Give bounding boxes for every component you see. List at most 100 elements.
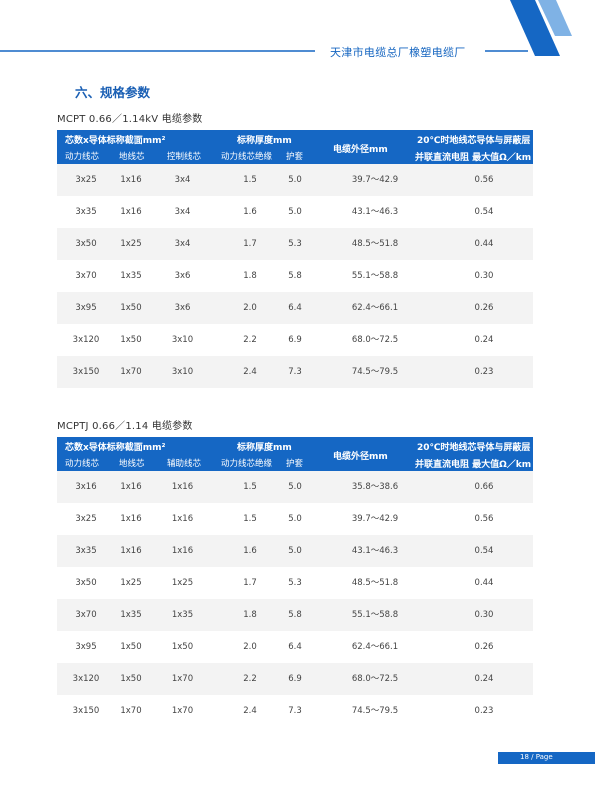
cell-ground-core: 1x50 [120,335,142,345]
cell-sheath: 6.9 [288,335,302,345]
table-header: 芯数x导体标称截面mm² 动力线芯 地线芯 控制线芯 标称厚度mm 动力线芯绝缘… [57,130,533,164]
table-header: 芯数x导体标称截面mm² 动力线芯 地线芯 辅助线芯 标称厚度mm 动力线芯绝缘… [57,437,533,471]
spec-table-mcptj: 芯数x导体标称截面mm² 动力线芯 地线芯 辅助线芯 标称厚度mm 动力线芯绝缘… [57,437,533,727]
header-insulation: 动力线芯绝缘 [221,459,273,469]
cell-resistance: 0.23 [474,706,494,716]
cell-sheath: 5.0 [288,514,302,524]
header-nominal-thickness: 标称厚度mm [237,136,292,146]
cell-outer-diameter: 68.0～72.5 [351,335,399,345]
cell-control-core: 3x4 [174,175,191,185]
cell-insulation: 1.5 [243,514,257,524]
header-nominal-thickness: 标称厚度mm [237,443,292,453]
cell-auxiliary-core: 1x25 [171,578,194,588]
cell-outer-diameter: 39.7～42.9 [351,514,399,524]
cell-ground-core: 1x16 [120,514,142,524]
cell-insulation: 2.0 [243,642,257,652]
header-ground-core: 地线芯 [119,152,145,162]
cell-ground-core: 1x35 [120,610,142,620]
cell-insulation: 1.8 [243,271,257,281]
cell-insulation: 1.7 [243,239,257,249]
cell-power-core: 3x150 [72,706,100,716]
table-row: 3x50 1x25 1x25 1.7 5.3 48.5～51.8 0.44 [57,567,533,599]
header-decoration [0,0,572,56]
cell-power-core: 3x50 [75,239,97,249]
cell-sheath: 7.3 [288,367,302,377]
cell-insulation: 1.7 [243,578,257,588]
header-core-section: 芯数x导体标称截面mm² [65,443,166,453]
cell-power-core: 3x120 [72,335,100,345]
table-row: 3x150 1x70 1x70 2.4 7.3 74.5～79.5 0.23 [57,695,533,727]
cell-outer-diameter: 74.5～79.5 [351,706,399,716]
cell-sheath: 6.9 [288,674,302,684]
table-row: 3x35 1x16 3x4 1.6 5.0 43.1～46.3 0.54 [57,196,533,228]
corner-stripe-dark [510,0,560,56]
cell-control-core: 3x6 [174,303,191,313]
cell-auxiliary-core: 1x16 [171,482,194,492]
header-insulation: 动力线芯绝缘 [221,152,273,162]
cell-control-core: 3x10 [171,335,194,345]
cell-ground-core: 1x16 [120,482,142,492]
table-row: 3x25 1x16 1x16 1.5 5.0 39.7～42.9 0.56 [57,503,533,535]
table-row: 3x70 1x35 1x35 1.8 5.8 55.1～58.8 0.30 [57,599,533,631]
table-row: 3x25 1x16 3x4 1.5 5.0 39.7～42.9 0.56 [57,164,533,196]
cell-power-core: 3x70 [75,271,97,281]
cell-resistance: 0.44 [474,239,494,249]
cell-sheath: 5.3 [288,239,302,249]
header-outer-diameter: 电缆外径mm [333,145,388,155]
cell-insulation: 1.8 [243,610,257,620]
header-resistance-line1: 20℃时地线芯导体与屏蔽层 [417,136,531,146]
cell-outer-diameter: 62.4～66.1 [351,303,399,313]
table-body: 3x25 1x16 3x4 1.5 5.0 39.7～42.9 0.56 3x3… [57,164,533,388]
cell-ground-core: 1x70 [120,706,142,716]
cell-resistance: 0.30 [474,610,494,620]
cell-ground-core: 1x16 [120,207,142,217]
cell-sheath: 6.4 [288,303,302,313]
cell-resistance: 0.56 [474,514,494,524]
cell-resistance: 0.66 [474,482,494,492]
cell-outer-diameter: 62.4～66.1 [351,642,399,652]
cell-sheath: 5.8 [288,610,302,620]
cell-outer-diameter: 55.1～58.8 [351,271,399,281]
header-sheath: 护套 [286,459,304,469]
table-row: 3x120 1x50 1x70 2.2 6.9 68.0～72.5 0.24 [57,663,533,695]
cell-auxiliary-core: 1x16 [171,546,194,556]
cell-sheath: 7.3 [288,706,302,716]
cell-control-core: 3x6 [174,271,191,281]
cell-resistance: 0.24 [474,335,494,345]
section-title: 六、规格参数 [75,85,151,100]
table-caption-mcpt: MCPT 0.66／1.14kV 电缆参数 [57,114,203,125]
header-power-core: 动力线芯 [65,152,100,162]
cell-resistance: 0.30 [474,271,494,281]
cell-resistance: 0.54 [474,207,494,217]
cell-power-core: 3x50 [75,578,97,588]
cell-outer-diameter: 68.0～72.5 [351,674,399,684]
table-row: 3x70 1x35 3x6 1.8 5.8 55.1～58.8 0.30 [57,260,533,292]
cell-sheath: 5.0 [288,546,302,556]
cell-sheath: 5.0 [288,482,302,492]
table-body: 3x16 1x16 1x16 1.5 5.0 35.8～38.6 0.66 3x… [57,471,533,727]
cell-sheath: 5.0 [288,175,302,185]
page-number: 18 / Page [520,753,553,761]
cell-resistance: 0.54 [474,546,494,556]
cell-resistance: 0.56 [474,175,494,185]
cell-control-core: 3x4 [174,207,191,217]
cell-auxiliary-core: 1x16 [171,514,194,524]
table-row: 3x16 1x16 1x16 1.5 5.0 35.8～38.6 0.66 [57,471,533,503]
header-outer-diameter: 电缆外径mm [333,452,388,462]
cell-ground-core: 1x50 [120,303,142,313]
cell-insulation: 2.4 [243,706,257,716]
cell-power-core: 3x16 [75,482,97,492]
table-row: 3x95 1x50 1x50 2.0 6.4 62.4～66.1 0.26 [57,631,533,663]
cell-outer-diameter: 55.1～58.8 [351,610,399,620]
cell-resistance: 0.23 [474,367,494,377]
cell-outer-diameter: 48.5～51.8 [351,578,399,588]
cell-ground-core: 1x50 [120,642,142,652]
header-power-core: 动力线芯 [65,459,100,469]
cell-insulation: 2.2 [243,335,257,345]
table-row: 3x120 1x50 3x10 2.2 6.9 68.0～72.5 0.24 [57,324,533,356]
cell-insulation: 1.6 [243,546,257,556]
header-core-section: 芯数x导体标称截面mm² [65,136,166,146]
cell-power-core: 3x70 [75,610,97,620]
cell-auxiliary-core: 1x50 [171,642,194,652]
cell-outer-diameter: 43.1～46.3 [351,207,399,217]
